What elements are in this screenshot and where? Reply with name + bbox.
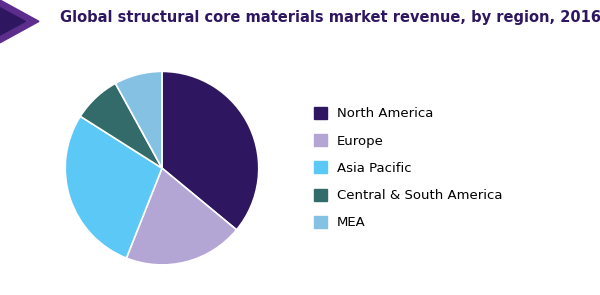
- Wedge shape: [80, 83, 162, 168]
- Wedge shape: [65, 116, 162, 258]
- Wedge shape: [127, 168, 236, 265]
- Polygon shape: [0, 8, 25, 35]
- Text: Global structural core materials market revenue, by region, 2016 (%): Global structural core materials market …: [60, 10, 600, 25]
- Wedge shape: [162, 71, 259, 230]
- Legend: North America, Europe, Asia Pacific, Central & South America, MEA: North America, Europe, Asia Pacific, Cen…: [309, 101, 508, 235]
- Wedge shape: [115, 71, 162, 168]
- Polygon shape: [0, 0, 39, 43]
